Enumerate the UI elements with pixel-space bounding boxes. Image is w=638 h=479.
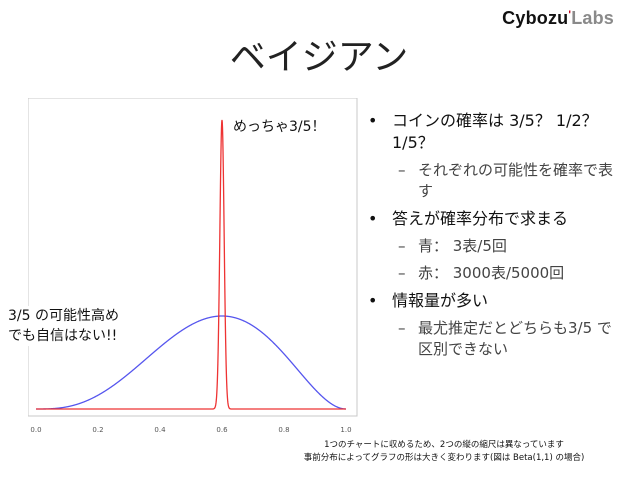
beta-distribution-chart: 0.0 0.2 0.4 0.6 0.8 1.0: [28, 98, 358, 438]
sub-bullet-item: – 青： 3表/5回: [366, 236, 626, 257]
footnote-line1: 1つのチャートに収めるため、2つの縦の縮尺は異なっています: [324, 440, 564, 450]
x-tick-label: 0.2: [92, 426, 103, 434]
sub-bullet-text: 赤： 3000表/5000回: [418, 264, 565, 282]
sub-bullet-dash: –: [398, 264, 406, 282]
logo-sub-text: Labs: [571, 8, 614, 28]
bullet-text: 答えが確率分布で求まる: [392, 209, 569, 228]
sub-bullet-item: – それぞれの可能性を確率で表す: [366, 160, 626, 202]
footnote-line2: 事前分布によってグラフの形は大きく変わります(図は Beta(1,1) の場合): [303, 453, 585, 463]
bullet-item: • コインの確率は 3/5？ 1/2？ 1/5？: [366, 110, 626, 154]
sub-bullet-text: 最尤推定だとどちらも3/5 で区別できない: [418, 319, 612, 358]
bullet-dot: •: [368, 291, 378, 310]
footnote: 1つのチャートに収めるため、2つの縦の縮尺は異なっています 事前分布によってグラ…: [250, 439, 638, 465]
left-annotation-line2: でも自信はない!!: [8, 328, 118, 344]
sub-bullet-text: 青： 3表/5回: [418, 237, 507, 255]
bullet-list: • コインの確率は 3/5？ 1/2？ 1/5？ – それぞれの可能性を確率で表…: [366, 110, 626, 366]
x-tick-label: 1.0: [340, 426, 351, 434]
x-tick-label: 0.4: [154, 426, 166, 434]
sub-bullet-item: – 最尤推定だとどちらも3/5 で区別できない: [366, 318, 626, 360]
bullet-text: コインの確率は 3/5？ 1/2？ 1/5？: [392, 111, 598, 152]
cybozu-labs-logo: Cybozu'Labs: [502, 8, 614, 29]
series-red-line: [36, 119, 346, 410]
sub-bullet-dash: –: [398, 161, 406, 179]
x-tick-label: 0.6: [216, 426, 228, 434]
sub-bullet-text: それぞれの可能性を確率で表す: [418, 161, 614, 200]
series-blue-line: [36, 315, 346, 410]
bullet-dot: •: [368, 209, 378, 228]
sub-bullet-item: – 赤： 3000表/5000回: [366, 263, 626, 284]
bullet-item: • 答えが確率分布で求まる: [366, 208, 626, 230]
left-annotation-line1: 3/5 の可能性高め: [8, 308, 119, 324]
bullet-item: • 情報量が多い: [366, 290, 626, 312]
peak-annotation: めっちゃ3/5！: [233, 117, 326, 137]
logo-main-text: Cybozu: [502, 8, 569, 28]
x-tick-label: 0.0: [30, 426, 41, 434]
left-annotation: 3/5 の可能性高め でも自信はない!!: [8, 306, 148, 346]
bullet-dot: •: [368, 111, 378, 130]
chart-svg: 0.0 0.2 0.4 0.6 0.8 1.0: [28, 98, 358, 434]
x-tick-label: 0.8: [278, 426, 289, 434]
plot-frame: [28, 98, 358, 417]
bullet-text: 情報量が多い: [392, 291, 489, 310]
sub-bullet-dash: –: [398, 237, 406, 255]
sub-bullet-dash: –: [398, 319, 406, 337]
slide-title: ベイジアン: [229, 37, 409, 78]
logo-mark: ': [568, 9, 572, 21]
